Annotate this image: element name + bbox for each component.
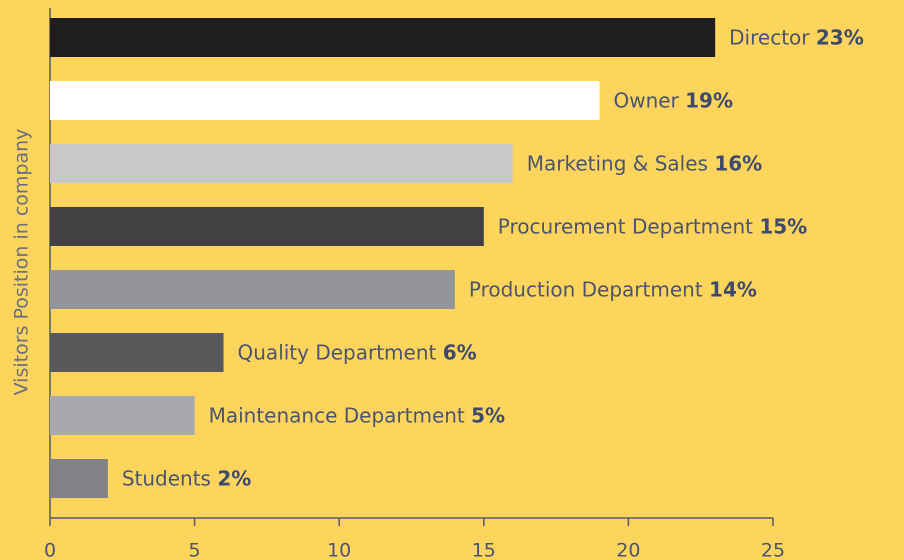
category-label: Owner: [613, 88, 679, 112]
bar: [50, 333, 224, 372]
value-label: 14%: [709, 277, 757, 301]
bar: [50, 207, 484, 246]
bar: [50, 144, 513, 183]
bar-label: Director 23%: [729, 25, 864, 49]
bar-label: Students 2%: [122, 466, 251, 490]
x-tick-label: 0: [44, 540, 56, 560]
value-label: 2%: [217, 466, 251, 490]
x-tick-label: 10: [327, 540, 351, 560]
value-label: 6%: [443, 340, 477, 364]
bar-label: Production Department 14%: [469, 277, 757, 301]
category-label: Marketing & Sales: [527, 151, 708, 175]
value-label: 5%: [471, 403, 505, 427]
bar: [50, 18, 716, 57]
bar: [50, 81, 600, 120]
category-label: Director: [729, 25, 810, 49]
bar: [50, 396, 195, 435]
bar: [50, 459, 108, 498]
bar-label: Procurement Department 15%: [498, 214, 807, 238]
bar-label: Marketing & Sales 16%: [527, 151, 762, 175]
category-label: Quality Department: [238, 340, 437, 364]
value-label: 19%: [685, 88, 733, 112]
value-label: 15%: [759, 214, 807, 238]
x-tick-label: 20: [616, 540, 640, 560]
bar: [50, 270, 455, 309]
bar-label: Quality Department 6%: [238, 340, 477, 364]
bar-label: Maintenance Department 5%: [209, 403, 506, 427]
value-label: 23%: [816, 25, 864, 49]
category-label: Procurement Department: [498, 214, 753, 238]
category-label: Maintenance Department: [209, 403, 465, 427]
category-label: Students: [122, 466, 211, 490]
bar-label: Owner 19%: [613, 88, 733, 112]
x-tick-label: 15: [472, 540, 496, 560]
x-tick-label: 5: [189, 540, 201, 560]
value-label: 16%: [714, 151, 762, 175]
y-axis-title: Visitors Position in company: [11, 129, 33, 396]
x-tick-label: 25: [761, 540, 785, 560]
category-label: Production Department: [469, 277, 703, 301]
